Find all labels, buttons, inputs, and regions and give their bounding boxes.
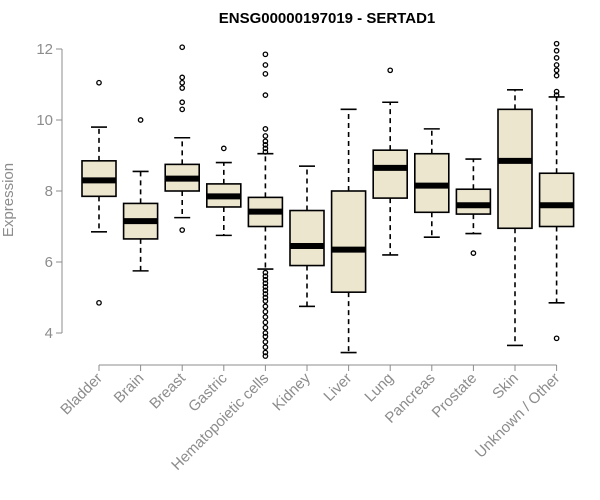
- y-tick-label: 8: [45, 183, 53, 200]
- outlier-point: [553, 40, 560, 47]
- outlier-point: [179, 79, 186, 86]
- box-liver: [330, 108, 367, 354]
- box-pancreas: [413, 128, 450, 238]
- x-tick-label: Breast: [146, 369, 189, 412]
- box-gastric: [206, 145, 242, 237]
- box-lung: [372, 67, 409, 256]
- outlier-point: [262, 142, 269, 148]
- outlier-point: [262, 339, 269, 345]
- outlier-point: [262, 349, 269, 356]
- outlier-point: [262, 273, 269, 280]
- outlier-point: [262, 269, 269, 276]
- x-tick-label: Kidney: [269, 369, 314, 414]
- outlier-point: [262, 303, 269, 310]
- outlier-point: [262, 71, 269, 77]
- outlier-point: [262, 291, 269, 297]
- y-axis-label: Expression: [0, 163, 17, 237]
- x-tick-label: Lung: [361, 370, 397, 406]
- outlier-point: [553, 92, 560, 99]
- outlier-point: [262, 92, 269, 99]
- outlier-point: [96, 79, 102, 86]
- box-iqr: [330, 190, 367, 293]
- y-tick-label: 10: [36, 112, 53, 129]
- outlier-point: [262, 324, 269, 331]
- outlier-point: [553, 335, 560, 342]
- x-tick-label: Brain: [111, 370, 148, 407]
- box-skin: [497, 89, 533, 347]
- box-prostate: [455, 158, 492, 256]
- outlier-point: [262, 149, 269, 155]
- outlier-point: [553, 55, 560, 61]
- y-tick-label: 6: [45, 254, 53, 271]
- boxes: [81, 40, 575, 359]
- outlier-point: [262, 280, 269, 287]
- outlier-point: [553, 62, 560, 68]
- outlier-point: [262, 344, 269, 351]
- outlier-point: [179, 44, 186, 51]
- outlier-point: [262, 62, 269, 68]
- outlier-point: [137, 117, 144, 123]
- outlier-point: [262, 353, 269, 359]
- box-iqr: [372, 149, 409, 199]
- box-breast: [164, 44, 200, 233]
- outlier-point: [179, 99, 186, 106]
- outlier-point: [262, 133, 269, 139]
- outlier-point: [553, 72, 560, 79]
- outlier-point: [262, 294, 269, 301]
- outlier-point: [262, 276, 269, 283]
- outlier-point: [262, 298, 269, 304]
- outlier-point: [470, 250, 477, 256]
- x-tick-label: Bladder: [57, 370, 106, 419]
- outlier-point: [553, 47, 560, 54]
- outlier-point: [179, 106, 186, 113]
- box-bladder: [81, 79, 117, 306]
- outlier-point: [262, 319, 269, 326]
- outlier-point: [262, 308, 269, 315]
- box-iqr: [455, 188, 492, 215]
- box-iqr: [538, 172, 575, 228]
- box-iqr: [497, 108, 533, 230]
- outlier-point: [262, 330, 269, 336]
- outlier-point: [262, 126, 269, 132]
- outlier-point: [262, 314, 269, 320]
- outlier-point: [262, 333, 269, 340]
- outlier-point: [262, 51, 269, 58]
- outlier-point: [220, 145, 227, 152]
- outlier-point: [262, 145, 269, 152]
- outlier-point: [262, 283, 269, 290]
- outlier-point: [96, 299, 102, 306]
- box-unknown-other: [538, 40, 575, 342]
- x-tick-label: Prostate: [429, 370, 481, 422]
- box-brain: [122, 117, 159, 272]
- y-tick-label: 12: [36, 41, 53, 58]
- outlier-point: [262, 287, 269, 294]
- outlier-point: [553, 67, 560, 74]
- outlier-point: [387, 67, 394, 74]
- outlier-point: [179, 227, 186, 233]
- outlier-point: [179, 74, 186, 81]
- box-hematopoietic-cells: [247, 51, 284, 359]
- outlier-point: [179, 85, 186, 91]
- x-tick-label: Liver: [320, 370, 355, 405]
- y-tick-label: 4: [45, 325, 53, 342]
- box-kidney: [289, 165, 325, 308]
- outlier-point: [553, 88, 560, 95]
- outlier-point: [262, 138, 269, 145]
- chart-title: ENSG00000197019 - SERTAD1: [219, 10, 436, 27]
- x-tick-label: Skin: [489, 370, 522, 403]
- box-iqr: [289, 209, 325, 267]
